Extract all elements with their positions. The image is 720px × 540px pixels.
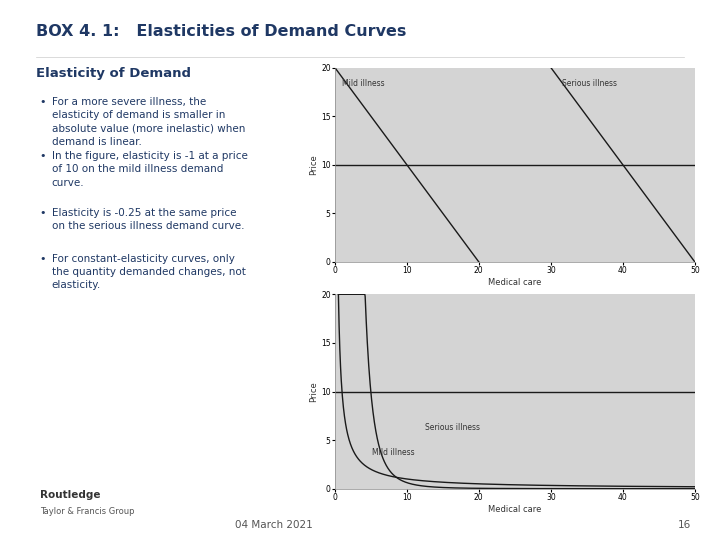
X-axis label: Medical care: Medical care xyxy=(488,278,541,287)
Text: •: • xyxy=(40,208,46,218)
Text: Serious illness: Serious illness xyxy=(562,79,616,88)
Text: 04 March 2021: 04 March 2021 xyxy=(235,520,312,530)
Text: •: • xyxy=(40,97,46,107)
Text: Mild illness: Mild illness xyxy=(342,79,384,88)
Text: •: • xyxy=(40,151,46,161)
Text: Elasticity of Demand: Elasticity of Demand xyxy=(36,68,191,80)
Text: Mild illness: Mild illness xyxy=(372,448,415,457)
Text: For constant-elasticity curves, only
the quantity demanded changes, not
elastici: For constant-elasticity curves, only the… xyxy=(52,254,246,290)
Text: Serious illness: Serious illness xyxy=(425,423,480,431)
Text: For a more severe illness, the
elasticity of demand is smaller in
absolute value: For a more severe illness, the elasticit… xyxy=(52,97,246,147)
Y-axis label: Price: Price xyxy=(309,154,318,175)
Text: Elasticity is -0.25 at the same price
on the serious illness demand curve.: Elasticity is -0.25 at the same price on… xyxy=(52,208,244,231)
Text: Routledge: Routledge xyxy=(40,489,100,500)
X-axis label: Medical care: Medical care xyxy=(488,505,541,514)
Text: •: • xyxy=(40,254,46,264)
Y-axis label: Price: Price xyxy=(309,381,318,402)
Text: 16: 16 xyxy=(678,520,691,530)
Text: BOX 4. 1:   Elasticities of Demand Curves: BOX 4. 1: Elasticities of Demand Curves xyxy=(36,24,406,39)
Text: Taylor & Francis Group: Taylor & Francis Group xyxy=(40,507,134,516)
Text: In the figure, elasticity is -1 at a price
of 10 on the mild illness demand
curv: In the figure, elasticity is -1 at a pri… xyxy=(52,151,248,187)
